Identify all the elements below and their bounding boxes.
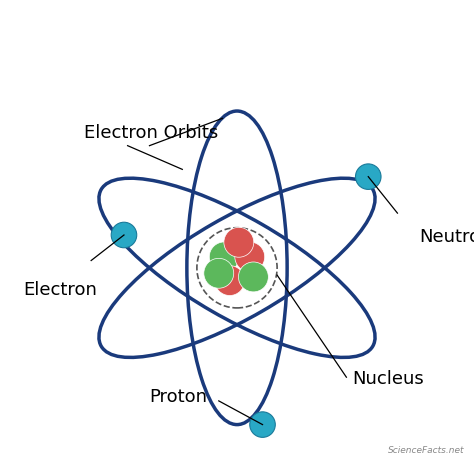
- Circle shape: [210, 242, 239, 272]
- Text: Electron Orbits: Electron Orbits: [84, 124, 218, 142]
- Text: ScienceFacts.net: ScienceFacts.net: [388, 447, 465, 456]
- Circle shape: [235, 242, 264, 272]
- Circle shape: [204, 258, 234, 288]
- Circle shape: [356, 164, 381, 190]
- Circle shape: [250, 412, 275, 438]
- Circle shape: [238, 262, 268, 292]
- Text: Electron: Electron: [23, 281, 97, 299]
- Text: Nucleus: Nucleus: [352, 370, 424, 388]
- Circle shape: [111, 222, 137, 248]
- Text: Neutron: Neutron: [419, 228, 474, 246]
- Circle shape: [224, 228, 254, 257]
- Text: Atom: Atom: [167, 8, 307, 54]
- Circle shape: [215, 265, 245, 295]
- Text: Proton: Proton: [150, 388, 208, 406]
